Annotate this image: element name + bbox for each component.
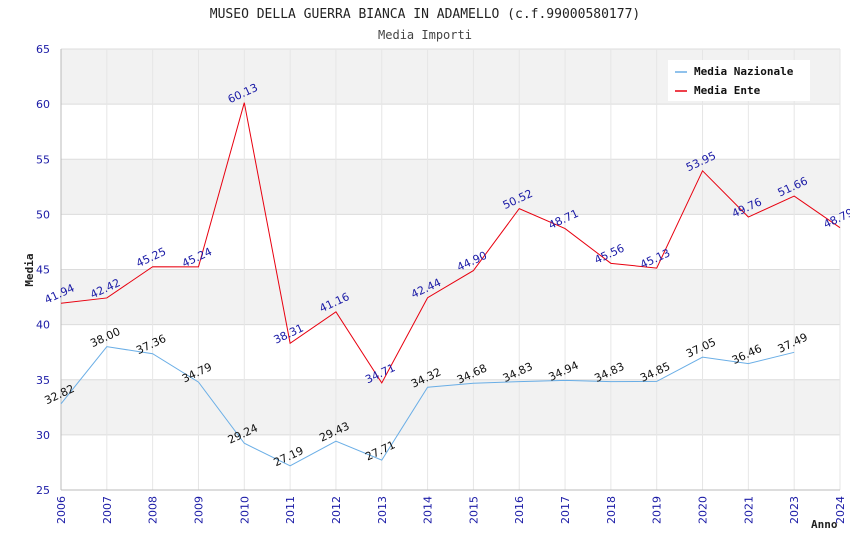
chart-title: MUSEO DELLA GUERRA BIANCA IN ADAMELLO (c… [210,7,640,22]
x-tick-label: 2010 [238,496,251,524]
grid-band [61,104,840,160]
series-line-1 [60,102,841,384]
y-tick-label: 30 [36,429,50,442]
y-tick-label: 25 [36,484,50,497]
x-tick-label: 2024 [834,496,847,524]
x-tick-label: 2006 [55,496,68,524]
x-tick-label: 2008 [147,496,160,524]
y-tick-labels: 25 30 35 40 45 50 55 60 65 [36,43,50,497]
y-axis-label: Media [23,253,36,286]
x-tick-label: 2023 [788,496,801,524]
x-tick-label: 2019 [651,496,664,524]
x-tick-label: 2014 [422,496,435,524]
y-tick-label: 55 [36,153,50,166]
x-tick-label: 2020 [697,496,710,524]
x-tick-label: 2018 [605,496,618,524]
legend-label-ente: Media Ente [694,84,761,97]
grid-band [61,379,840,435]
x-tick-label: 2021 [742,496,755,524]
series-lines [60,102,841,467]
y-tick-label: 45 [36,264,50,277]
x-tick-label: 2007 [101,496,114,524]
x-tick-labels: 2006 2007 2008 2009 2010 2011 2012 2013 2014 2015… [55,496,847,524]
grid-band [61,269,840,325]
x-tick-label: 2015 [467,496,480,524]
x-tick-label: 2012 [330,496,343,524]
y-tick-label: 35 [36,374,50,387]
axes [60,49,840,491]
x-tick-label: 2011 [284,496,297,524]
legend-label-nazionale: Media Nazionale [694,65,794,78]
grid-band [61,324,840,380]
series-line-0 [60,346,795,467]
grid-bands [61,49,840,490]
y-tick-label: 65 [36,43,50,56]
grid-band [61,214,840,270]
y-tick-label: 40 [36,319,50,332]
x-tick-label: 2017 [559,496,572,524]
legend: Media Nazionale Media Ente [668,60,810,101]
y-tick-label: 50 [36,208,50,221]
x-axis-label: Anno [811,518,838,531]
chart-subtitle: Media Importi [378,28,472,42]
y-tick-label: 60 [36,98,50,111]
x-tick-label: 2009 [192,496,205,524]
grid-band [61,159,840,215]
x-tick-label: 2013 [376,496,389,524]
x-tick-label: 2016 [513,496,526,524]
legend-box [668,60,810,101]
grid-band [61,434,840,490]
